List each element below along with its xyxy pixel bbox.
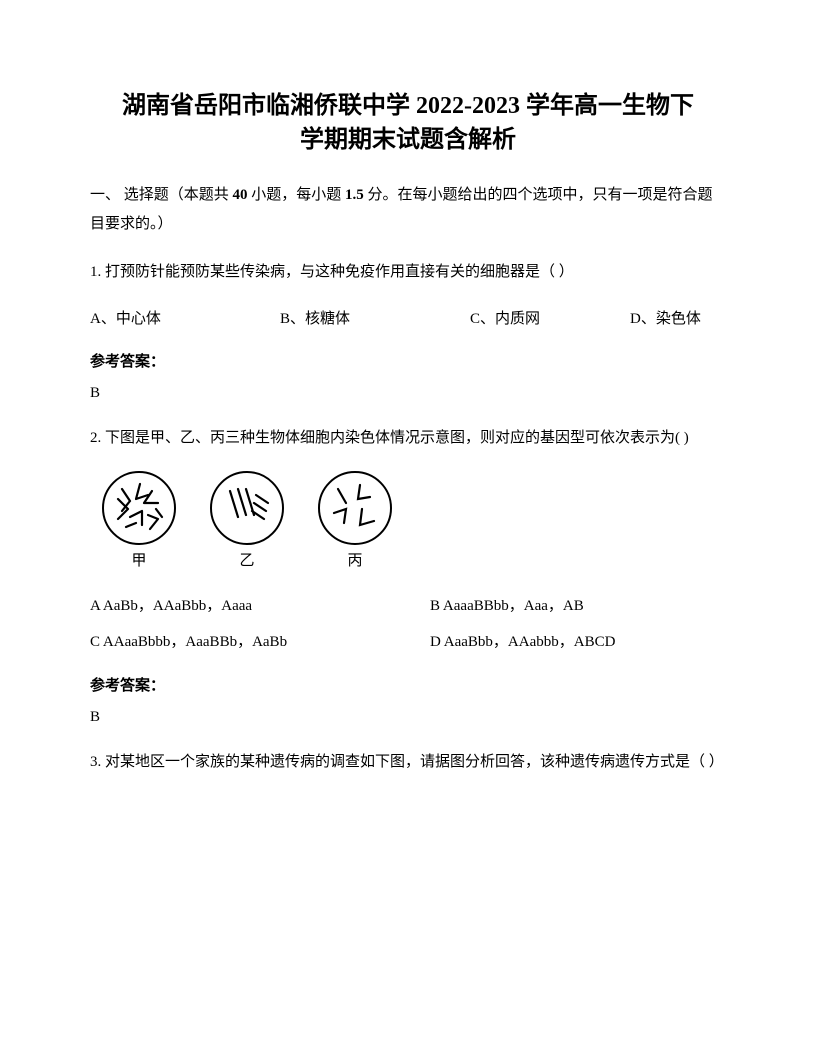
- section-1-header: 一、 选择题（本题共 40 小题，每小题 1.5 分。在每小题给出的四个选项中，…: [90, 181, 726, 238]
- cell-yi-svg: [208, 469, 286, 547]
- cell-yi: 乙: [208, 469, 286, 570]
- question-1-options: A、中心体 B、核糖体 C、内质网 D、染色体: [90, 303, 726, 336]
- question-2-stem: 2. 下图是甲、乙、丙三种生物体细胞内染色体情况示意图，则对应的基因型可依次表示…: [90, 422, 726, 455]
- cell-jia-svg: [100, 469, 178, 547]
- cell-bing-svg: [316, 469, 394, 547]
- cell-bing-label: 丙: [347, 549, 362, 570]
- q2-option-d: D AaaBbb，AAabbb，ABCD: [430, 624, 615, 660]
- q2-option-c: C AAaaBbbb，AaaBBb，AaBb: [90, 624, 430, 660]
- page-title: 湖南省岳阳市临湘侨联中学 2022-2023 学年高一生物下 学期期末试题含解析: [90, 90, 726, 157]
- q1-option-a: A、中心体: [90, 303, 280, 336]
- question-1-stem: 1. 打预防针能预防某些传染病，与这种免疫作用直接有关的细胞器是（ ）: [90, 256, 726, 289]
- q1-option-d: D、染色体: [630, 303, 701, 336]
- q1-answer-label: 参考答案：: [90, 350, 726, 371]
- cell-jia-label: 甲: [131, 549, 146, 570]
- q1-option-b: B、核糖体: [280, 303, 470, 336]
- exam-page: 湖南省岳阳市临湘侨联中学 2022-2023 学年高一生物下 学期期末试题含解析…: [0, 0, 816, 833]
- question-3-stem: 3. 对某地区一个家族的某种遗传病的调查如下图，请据图分析回答，该种遗传病遗传方…: [90, 746, 726, 779]
- q2-answer-label: 参考答案：: [90, 674, 726, 695]
- q1-option-c: C、内质网: [470, 303, 630, 336]
- q2-answer: B: [90, 709, 726, 726]
- q2-option-b: B AaaaBBbb，Aaa，AB: [430, 588, 584, 624]
- question-2-diagram: 甲 乙: [100, 469, 726, 570]
- q2-option-a: A AaBb，AAaBbb，Aaaa: [90, 588, 430, 624]
- cell-bing: 丙: [316, 469, 394, 570]
- cell-jia: 甲: [100, 469, 178, 570]
- title-line-1: 湖南省岳阳市临湘侨联中学 2022-2023 学年高一生物下: [90, 90, 726, 124]
- cell-yi-label: 乙: [239, 549, 254, 570]
- q1-answer: B: [90, 385, 726, 402]
- title-line-2: 学期期末试题含解析: [90, 124, 726, 158]
- question-2-options: A AaBb，AAaBbb，Aaaa B AaaaBBbb，Aaa，AB C A…: [90, 588, 726, 660]
